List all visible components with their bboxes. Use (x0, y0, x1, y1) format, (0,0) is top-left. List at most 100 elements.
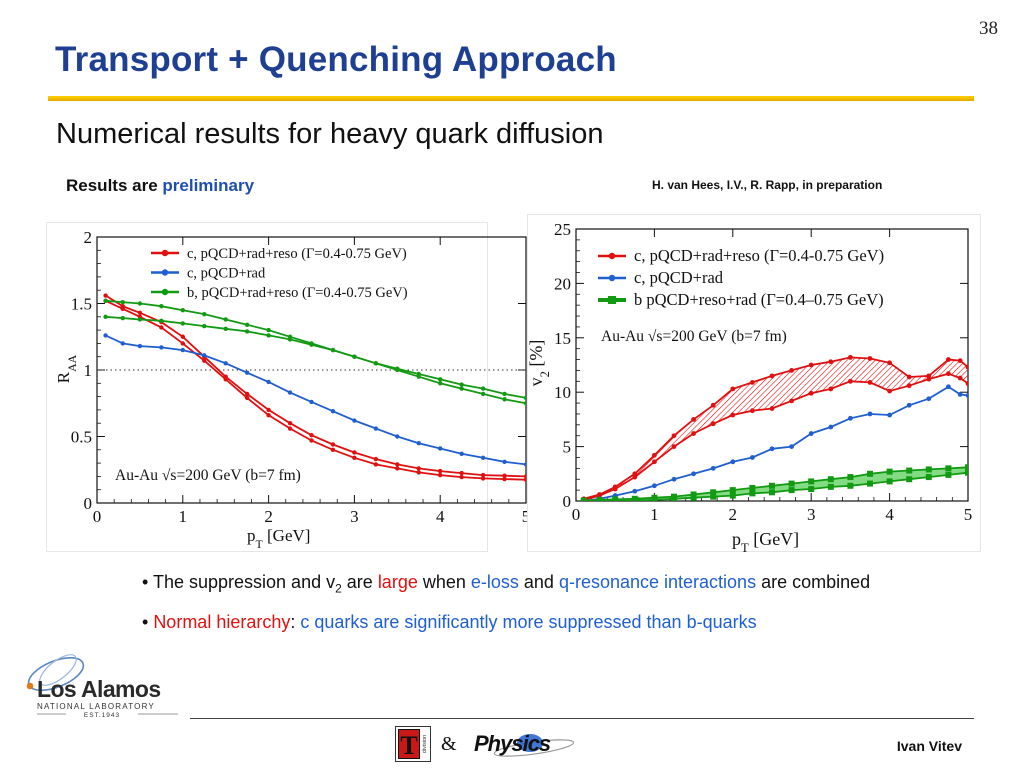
raa-y-tick-label: 0 (84, 494, 93, 513)
v2-series-2-point (631, 495, 638, 501)
v2-series-0-point (750, 380, 755, 385)
page-number: 38 (979, 18, 998, 39)
v2-x-tick-label: 1 (650, 505, 659, 524)
raa-x-tick-label: 0 (93, 507, 102, 526)
raa-series-2-point (103, 298, 108, 304)
raa-series-2-point (523, 395, 526, 401)
v2-x-tick-label: 0 (572, 505, 581, 524)
raa-series-0-point (266, 407, 271, 413)
v2-series-2-point (729, 492, 736, 499)
v2-series-1-point (926, 396, 932, 402)
v2-series-2-point (945, 465, 952, 472)
raa-series-0-point (309, 432, 314, 438)
results-note-highlight: preliminary (162, 176, 255, 195)
raa-series-0-point (352, 455, 357, 460)
raa-series-0-point (223, 374, 228, 379)
raa-series-2-point (438, 381, 443, 386)
v2-series-2-point (965, 464, 968, 471)
v2-series-0-point (769, 373, 775, 379)
physics-logo-text: Physics (474, 731, 551, 756)
v2-series-1-point (887, 412, 892, 418)
logo-name: Los Alamos (37, 676, 161, 702)
v2-chart: 0 1 2 3 4 5 0 5 10 15 20 25 c, pQCD+rad+reso (Γ=0.4-… (526, 214, 981, 555)
v2-series-2-point (612, 496, 619, 501)
v2-series-2-point (808, 478, 815, 485)
v2-legend-label: b pQCD+reso+rad (Γ=0.4–0.75 GeV) (634, 290, 884, 309)
raa-y-axis-label: RAA (54, 354, 79, 383)
v2-legend-label: c, pQCD+rad (634, 268, 724, 287)
slide-title: Transport + Quenching Approach (55, 40, 617, 79)
raa-series-1-point (352, 418, 357, 423)
v2-y-tick-label: 0 (563, 492, 572, 511)
raa-series-0-point (309, 438, 314, 443)
v2-chart-svg: 0 1 2 3 4 5 0 5 10 15 20 25 c, pQCD+rad+reso (Γ=0.4-… (526, 220, 973, 555)
legend-marker-1 (161, 269, 169, 276)
raa-series-2-point (502, 397, 507, 402)
v2-series-0-point (597, 492, 602, 497)
raa-series-1-point (373, 426, 379, 431)
t-division-logo: T division (395, 726, 431, 762)
raa-series-2-point (459, 386, 464, 391)
v2-series-1-point (906, 402, 912, 408)
v2-y-tick-label: 15 (554, 329, 571, 348)
raa-series-2-point (480, 386, 486, 391)
v2-series-1-point (691, 471, 696, 477)
raa-series-0-point (373, 456, 379, 462)
v2-series-2-point (710, 493, 717, 500)
raa-series-1-point (266, 379, 271, 385)
v2-series-1-point (848, 415, 853, 421)
raa-chart-svg: 0 1 2 3 4 5 0 0.5 1 1.5 2 c, pQCD+rad+reso (Γ=0.4-0… (54, 228, 530, 551)
citation: H. van Hees, I.V., R. Rapp, in preparati… (652, 178, 883, 192)
v2-series-2-point (808, 486, 815, 493)
raa-series-1-point (287, 390, 293, 395)
v2-series-2-point (651, 494, 658, 501)
v2-legend-marker-2 (608, 296, 616, 304)
t-division-letter: T (400, 731, 417, 760)
raa-series-2-point (180, 321, 185, 326)
v2-series-1-point (965, 393, 968, 398)
raa-x-tick-label: 2 (264, 507, 273, 526)
raa-series-0-point (137, 310, 143, 316)
raa-series-2-point (202, 323, 207, 329)
v2-x-tick-label: 3 (807, 505, 816, 524)
v2-series-1-point (730, 459, 736, 465)
raa-legend-label: c, pQCD+rad (187, 266, 266, 282)
raa-series-1-point (502, 459, 507, 464)
title-divider (48, 96, 974, 101)
raa-series-2-point (373, 361, 379, 366)
v2-series-0-point (750, 408, 755, 414)
v2-series-2-point (847, 482, 854, 489)
v2-series-1-point (652, 483, 657, 489)
legend-marker-1 (608, 274, 616, 282)
raa-series-2-point (202, 311, 207, 317)
v2-x-tick-label: 2 (729, 505, 738, 524)
v2-series-0-line-upper (583, 356, 968, 500)
v2-series-2-point (906, 476, 913, 483)
v2-series-2-point (729, 487, 736, 494)
v2-x-tick-label: 5 (964, 505, 973, 524)
legend-marker-0 (608, 252, 616, 260)
raa-series-0-point (438, 472, 443, 478)
v2-x-tick-label: 4 (885, 505, 894, 524)
v2-series-2-point (925, 466, 932, 473)
raa-y-tick-label: 1 (84, 361, 93, 380)
v2-x-axis-label: pT [GeV] (732, 529, 799, 555)
bullet-list: • The suppression and v2 are large when … (142, 570, 982, 643)
results-note-prefix: Results are (66, 176, 158, 195)
v2-series-2-point (827, 483, 834, 490)
v2-series-2-point (690, 491, 697, 498)
raa-series-0-point (180, 341, 185, 346)
t-division-icon: T division (395, 726, 431, 762)
v2-series-0-point (965, 364, 968, 370)
v2-series-0-point (887, 388, 892, 394)
raa-series-1-point (202, 353, 207, 358)
raa-series-0-point (395, 462, 400, 467)
v2-series-2-point (827, 476, 834, 483)
raa-series-0-point (244, 395, 250, 401)
v2-series-2-point (965, 469, 968, 476)
raa-x-axis-label: pT [GeV] (247, 526, 310, 551)
v2-series-1-point (769, 446, 775, 452)
v2-series-2-point (788, 480, 795, 487)
v2-series-2-point (690, 494, 697, 501)
raa-series-2-point (287, 334, 293, 339)
